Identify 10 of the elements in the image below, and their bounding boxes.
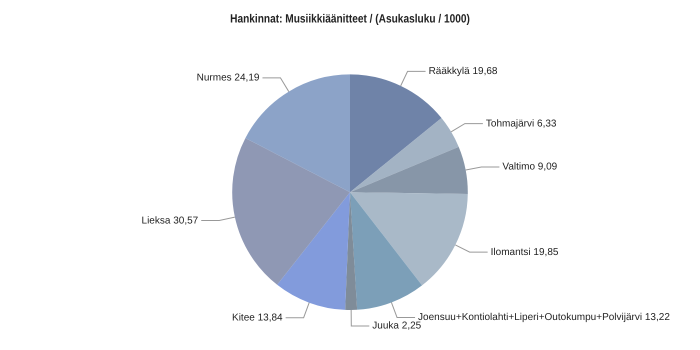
slice-label: Valtimo 9,09 [502, 162, 558, 173]
slice-label: Nurmes 24,19 [196, 72, 260, 84]
slice-label: Tohmajärvi 6,33 [486, 118, 557, 130]
slice-label: Lieksa 30,57 [142, 215, 199, 226]
slice-label: Kitee 13,84 [232, 312, 284, 324]
slice-label: Rääkkylä 19,68 [428, 66, 498, 78]
chart-title: Hankinnat: Musiikkiäänitteet / (Asukasluku / 1000) [230, 12, 470, 26]
slice-label: Juuka 2,25 [372, 320, 422, 332]
slice-label: Ilomantsi 19,85 [490, 246, 559, 258]
slice-label: Joensuu+Kontiolahti+Liperi+Outokumpu+Polvijärvi 13,22 [418, 312, 670, 324]
